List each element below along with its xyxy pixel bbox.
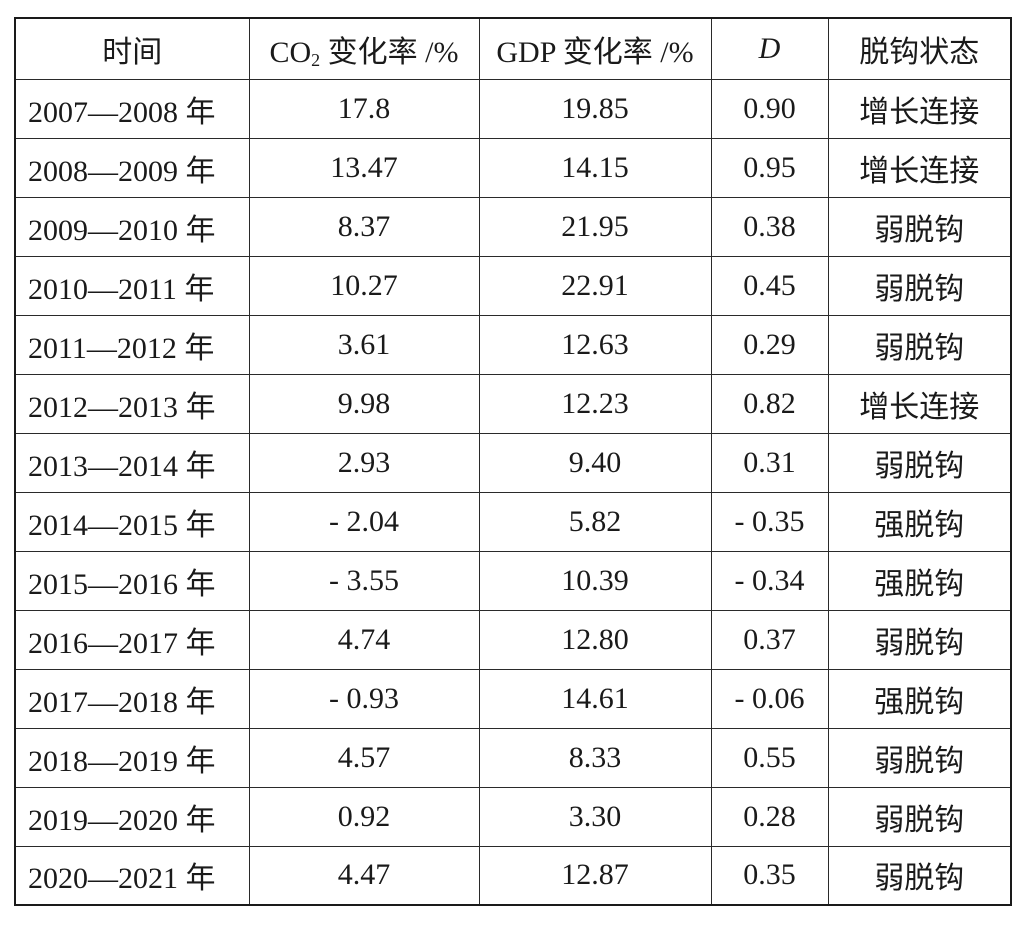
cell-d: 0.29 — [710, 314, 829, 375]
cell-co2-change-rate: 9.98 — [248, 373, 480, 434]
cell-co2-change-rate: 10.27 — [248, 255, 480, 316]
cell-period: 2017—2018 年 — [14, 668, 250, 729]
cell-co2-change-rate: 2.93 — [248, 432, 480, 493]
cell-period: 2011—2012 年 — [14, 314, 250, 375]
cell-d: - 0.06 — [710, 668, 829, 729]
cell-period: 2009—2010 年 — [14, 196, 250, 257]
table-row: 2012—2013 年 9.98 12.23 0.82 增长连接 — [14, 373, 1012, 434]
table-row: 2019—2020 年 0.92 3.30 0.28 弱脱钩 — [14, 786, 1012, 847]
cell-status: 弱脱钩 — [827, 314, 1012, 375]
cell-status: 弱脱钩 — [827, 609, 1012, 670]
cell-d: 0.45 — [710, 255, 829, 316]
cell-d: 0.82 — [710, 373, 829, 434]
cell-co2-change-rate: - 3.55 — [248, 550, 480, 611]
cell-co2-change-rate: 4.57 — [248, 727, 480, 788]
cell-co2-change-rate: 4.47 — [248, 845, 480, 906]
cell-d: 0.35 — [710, 845, 829, 906]
header-period: 时间 — [14, 17, 250, 80]
cell-period: 2016—2017 年 — [14, 609, 250, 670]
cell-status: 弱脱钩 — [827, 786, 1012, 847]
cell-co2-change-rate: 8.37 — [248, 196, 480, 257]
table-row: 2013—2014 年 2.93 9.40 0.31 弱脱钩 — [14, 432, 1012, 493]
cell-gdp-change-rate: 3.30 — [478, 786, 712, 847]
cell-gdp-change-rate: 22.91 — [478, 255, 712, 316]
cell-gdp-change-rate: 14.61 — [478, 668, 712, 729]
cell-status: 弱脱钩 — [827, 727, 1012, 788]
cell-d: 0.37 — [710, 609, 829, 670]
header-co2-label: CO — [269, 35, 312, 69]
cell-period: 2010—2011 年 — [14, 255, 250, 316]
cell-status: 增长连接 — [827, 137, 1012, 198]
table-row: 2009—2010 年 8.37 21.95 0.38 弱脱钩 — [14, 196, 1012, 257]
decoupling-table: 时间 CO2 变化率 /% GDP 变化率 /% D 脱钩状态 2007—200… — [14, 17, 1012, 906]
cell-status: 强脱钩 — [827, 550, 1012, 611]
cell-d: 0.38 — [710, 196, 829, 257]
cell-status: 增长连接 — [827, 373, 1012, 434]
header-co2-subscript: 2 — [311, 49, 321, 70]
cell-status: 强脱钩 — [827, 491, 1012, 552]
cell-period: 2018—2019 年 — [14, 727, 250, 788]
cell-status: 弱脱钩 — [827, 255, 1012, 316]
cell-status: 强脱钩 — [827, 668, 1012, 729]
cell-d: 0.90 — [710, 78, 829, 139]
cell-gdp-change-rate: 5.82 — [478, 491, 712, 552]
table-row: 2008—2009 年 13.47 14.15 0.95 增长连接 — [14, 137, 1012, 198]
header-gdp-change-rate: GDP 变化率 /% — [478, 17, 712, 80]
cell-period: 2008—2009 年 — [14, 137, 250, 198]
cell-gdp-change-rate: 8.33 — [478, 727, 712, 788]
cell-co2-change-rate: 17.8 — [248, 78, 480, 139]
table-container: 时间 CO2 变化率 /% GDP 变化率 /% D 脱钩状态 2007—200… — [14, 17, 1012, 906]
header-co2-change-rate: CO2 变化率 /% — [248, 17, 480, 80]
cell-gdp-change-rate: 9.40 — [478, 432, 712, 493]
cell-d: 0.55 — [710, 727, 829, 788]
cell-co2-change-rate: 13.47 — [248, 137, 480, 198]
header-row: 时间 CO2 变化率 /% GDP 变化率 /% D 脱钩状态 — [14, 17, 1012, 80]
cell-status: 弱脱钩 — [827, 432, 1012, 493]
cell-co2-change-rate: 4.74 — [248, 609, 480, 670]
cell-gdp-change-rate: 21.95 — [478, 196, 712, 257]
cell-gdp-change-rate: 14.15 — [478, 137, 712, 198]
cell-d: 0.28 — [710, 786, 829, 847]
cell-period: 2019—2020 年 — [14, 786, 250, 847]
cell-gdp-change-rate: 12.63 — [478, 314, 712, 375]
cell-gdp-change-rate: 19.85 — [478, 78, 712, 139]
cell-gdp-change-rate: 12.87 — [478, 845, 712, 906]
cell-period: 2020—2021 年 — [14, 845, 250, 906]
table-row: 2015—2016 年- 3.55 10.39- 0.34 强脱钩 — [14, 550, 1012, 611]
cell-gdp-change-rate: 12.23 — [478, 373, 712, 434]
cell-period: 2012—2013 年 — [14, 373, 250, 434]
table-row: 2020—2021 年 4.47 12.87 0.35 弱脱钩 — [14, 845, 1012, 906]
cell-co2-change-rate: 0.92 — [248, 786, 480, 847]
cell-period: 2013—2014 年 — [14, 432, 250, 493]
cell-period: 2015—2016 年 — [14, 550, 250, 611]
cell-co2-change-rate: - 0.93 — [248, 668, 480, 729]
header-status: 脱钩状态 — [827, 17, 1012, 80]
cell-d: 0.31 — [710, 432, 829, 493]
cell-status: 弱脱钩 — [827, 845, 1012, 906]
header-d: D — [710, 17, 829, 80]
cell-status: 弱脱钩 — [827, 196, 1012, 257]
cell-gdp-change-rate: 12.80 — [478, 609, 712, 670]
table-row: 2010—2011 年 10.27 22.91 0.45 弱脱钩 — [14, 255, 1012, 316]
table-row: 2017—2018 年- 0.93 14.61- 0.06 强脱钩 — [14, 668, 1012, 729]
table-row: 2007—2008 年 17.8 19.85 0.90 增长连接 — [14, 78, 1012, 139]
header-co2-suffix: 变化率 /% — [320, 35, 459, 69]
cell-gdp-change-rate: 10.39 — [478, 550, 712, 611]
table-row: 2016—2017 年 4.74 12.80 0.37 弱脱钩 — [14, 609, 1012, 670]
cell-co2-change-rate: - 2.04 — [248, 491, 480, 552]
table-row: 2011—2012 年 3.61 12.63 0.29 弱脱钩 — [14, 314, 1012, 375]
cell-d: - 0.35 — [710, 491, 829, 552]
table-row: 2018—2019 年 4.57 8.33 0.55 弱脱钩 — [14, 727, 1012, 788]
table-row: 2014—2015 年- 2.04 5.82- 0.35 强脱钩 — [14, 491, 1012, 552]
cell-period: 2007—2008 年 — [14, 78, 250, 139]
cell-period: 2014—2015 年 — [14, 491, 250, 552]
cell-d: - 0.34 — [710, 550, 829, 611]
cell-status: 增长连接 — [827, 78, 1012, 139]
cell-d: 0.95 — [710, 137, 829, 198]
cell-co2-change-rate: 3.61 — [248, 314, 480, 375]
